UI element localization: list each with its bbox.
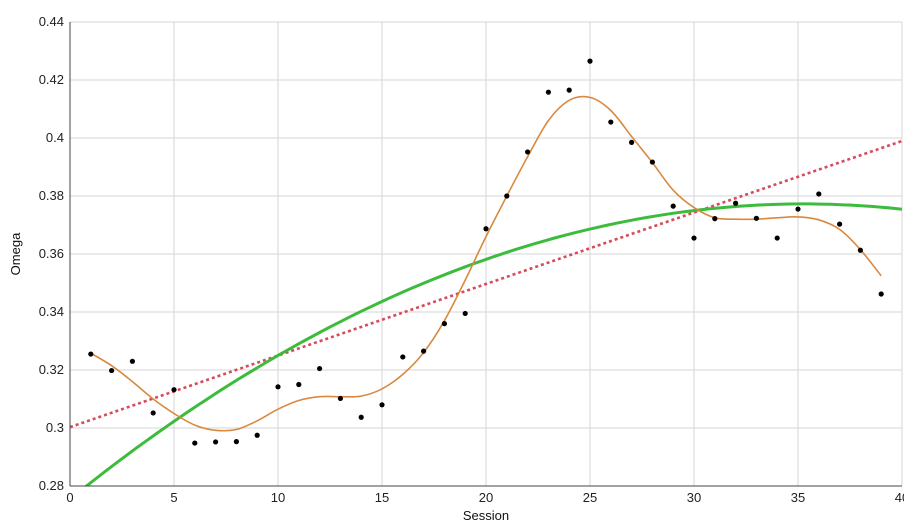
data-points bbox=[88, 58, 884, 446]
y-tick-label: 0.34 bbox=[39, 304, 64, 319]
data-point bbox=[483, 226, 489, 232]
data-point bbox=[878, 291, 884, 297]
data-point bbox=[441, 321, 447, 327]
data-point bbox=[317, 365, 323, 372]
y-tick-label: 0.28 bbox=[39, 478, 64, 493]
data-point bbox=[254, 432, 260, 438]
data-point bbox=[795, 206, 801, 212]
data-point bbox=[753, 215, 760, 221]
y-tick-label: 0.32 bbox=[39, 362, 64, 377]
y-tick-label: 0.3 bbox=[46, 420, 64, 435]
data-point bbox=[857, 247, 864, 253]
data-point bbox=[566, 87, 572, 93]
data-point bbox=[629, 139, 635, 145]
y-tick-label: 0.36 bbox=[39, 246, 64, 261]
data-point bbox=[233, 439, 239, 445]
data-point bbox=[608, 119, 614, 125]
linear-fit-line bbox=[70, 139, 902, 429]
data-point bbox=[587, 58, 593, 64]
data-point bbox=[421, 348, 427, 354]
data-point bbox=[213, 439, 219, 445]
x-tick-label: 15 bbox=[375, 490, 389, 505]
gridlines bbox=[70, 21, 903, 486]
x-tick-label: 25 bbox=[583, 490, 597, 505]
data-point bbox=[379, 402, 385, 408]
data-point bbox=[358, 414, 364, 420]
data-point bbox=[649, 159, 656, 165]
x-tick-label: 20 bbox=[479, 490, 493, 505]
data-point bbox=[733, 200, 739, 206]
data-point bbox=[88, 351, 94, 357]
x-tick-label: 0 bbox=[66, 490, 73, 505]
data-point bbox=[129, 358, 135, 364]
data-point bbox=[691, 235, 697, 241]
data-point bbox=[837, 221, 843, 227]
data-point bbox=[192, 440, 198, 446]
data-point bbox=[400, 354, 406, 360]
y-tick-label: 0.44 bbox=[39, 14, 64, 29]
y-tick-label: 0.4 bbox=[46, 130, 64, 145]
data-point bbox=[774, 235, 780, 241]
data-point bbox=[816, 191, 822, 197]
data-point bbox=[275, 384, 281, 390]
data-point bbox=[462, 310, 468, 317]
quadratic-fit-curve bbox=[84, 202, 902, 486]
data-point bbox=[712, 216, 718, 222]
data-point bbox=[337, 395, 343, 402]
x-tick-label: 5 bbox=[170, 490, 177, 505]
data-point bbox=[109, 367, 115, 374]
fit-lines bbox=[70, 95, 902, 486]
smoother-curve bbox=[90, 95, 882, 432]
data-point bbox=[171, 387, 177, 393]
y-tick-label: 0.42 bbox=[39, 72, 64, 87]
data-point bbox=[670, 203, 676, 209]
y-tick-labels: 0.28 0.3 0.32 0.34 0.36 0.38 0.4 0.42 0.44 bbox=[39, 14, 64, 493]
y-tick-label: 0.38 bbox=[39, 188, 64, 203]
data-point bbox=[545, 89, 552, 95]
data-point bbox=[525, 149, 531, 155]
data-point bbox=[296, 381, 302, 388]
x-axis-title: Session bbox=[463, 508, 509, 522]
x-tick-labels: 0 5 10 15 20 25 30 35 40 bbox=[66, 490, 904, 505]
x-tick-label: 35 bbox=[791, 490, 805, 505]
x-tick-label: 10 bbox=[271, 490, 285, 505]
data-point bbox=[150, 410, 156, 416]
x-tick-label: 30 bbox=[687, 490, 701, 505]
x-tick-label: 40 bbox=[895, 490, 904, 505]
data-point bbox=[504, 193, 510, 199]
y-axis-title: Omega bbox=[8, 232, 23, 275]
